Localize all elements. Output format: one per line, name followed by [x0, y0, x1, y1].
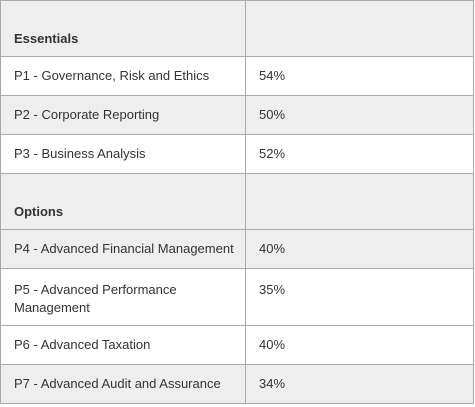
percent-cell: 50% — [245, 95, 474, 135]
subject-cell: P5 - Advanced Performance Management — [0, 268, 246, 326]
subject-cell: P2 - Corporate Reporting — [0, 95, 246, 135]
table-row: P3 - Business Analysis 52% — [0, 134, 474, 174]
table-row: P7 - Advanced Audit and Assurance 34% — [0, 364, 474, 404]
table-row: P4 - Advanced Financial Management 40% — [0, 229, 474, 269]
percent-cell: 35% — [245, 268, 474, 326]
percent-cell: 34% — [245, 364, 474, 404]
section-title: Options — [0, 173, 246, 230]
percent-cell: 52% — [245, 134, 474, 174]
section-header-row: Options — [0, 173, 474, 230]
section-header-row: Essentials — [0, 0, 474, 57]
percent-cell: 40% — [245, 229, 474, 269]
table-row: P5 - Advanced Performance Management 35% — [0, 268, 474, 326]
subject-cell: P7 - Advanced Audit and Assurance — [0, 364, 246, 404]
table-row: P2 - Corporate Reporting 50% — [0, 95, 474, 135]
subject-cell: P6 - Advanced Taxation — [0, 325, 246, 365]
section-title: Essentials — [0, 0, 246, 57]
section-header-empty-cell — [245, 173, 474, 230]
percent-cell: 40% — [245, 325, 474, 365]
subject-cell: P1 - Governance, Risk and Ethics — [0, 56, 246, 96]
percent-cell: 54% — [245, 56, 474, 96]
subject-cell: P3 - Business Analysis — [0, 134, 246, 174]
section-header-empty-cell — [245, 0, 474, 57]
table-row: P1 - Governance, Risk and Ethics 54% — [0, 56, 474, 96]
table-row: P6 - Advanced Taxation 40% — [0, 325, 474, 365]
subject-cell: P4 - Advanced Financial Management — [0, 229, 246, 269]
